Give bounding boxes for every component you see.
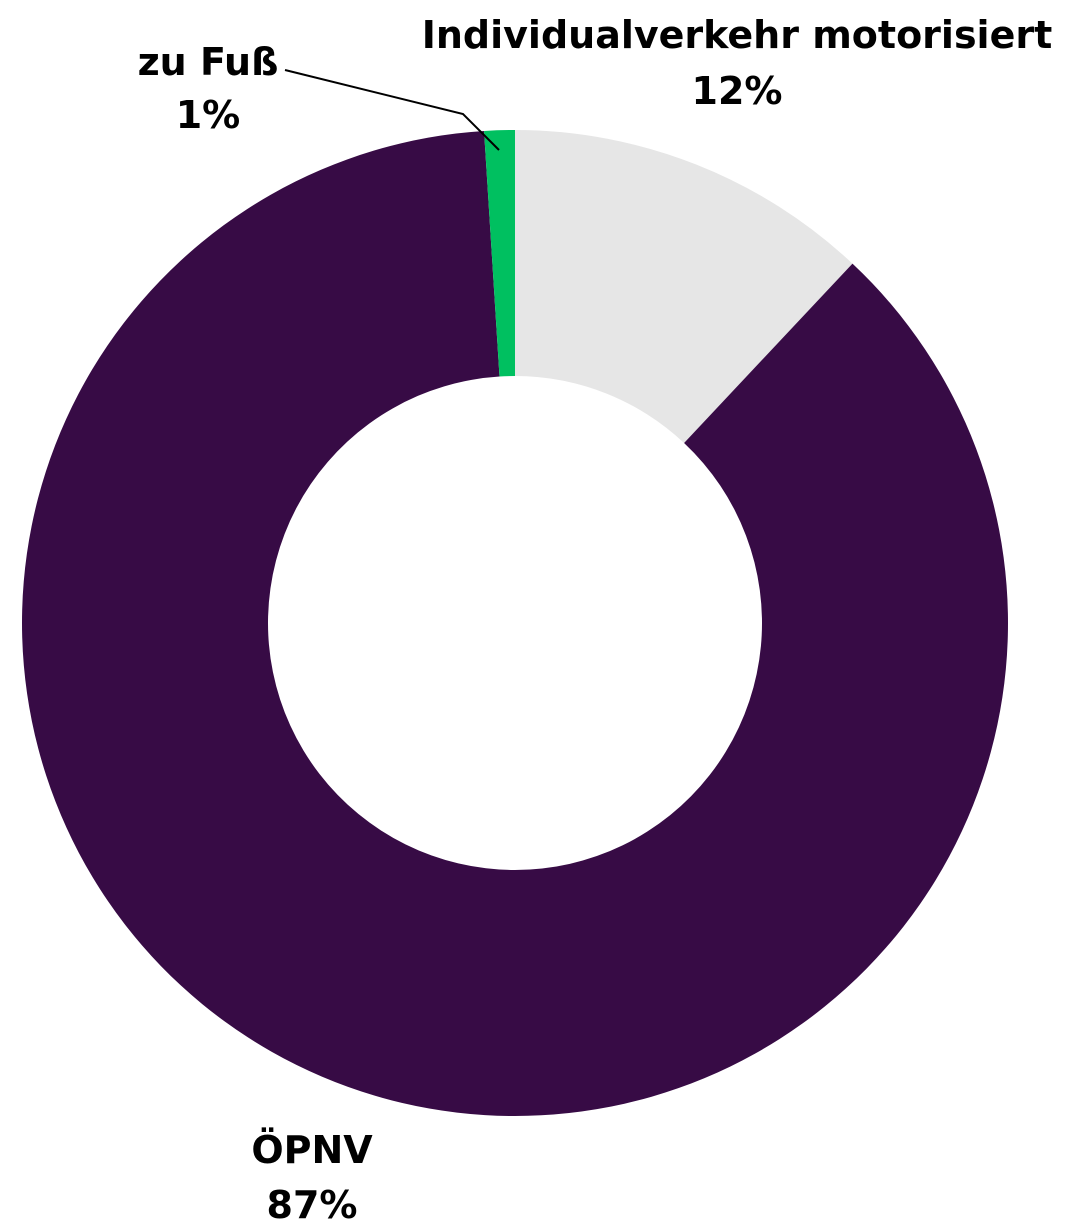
slice-oepnv bbox=[22, 130, 1009, 1116]
slice-label-zu-fuss: zu Fuß bbox=[138, 40, 279, 84]
slice-value-zu-fuss: 1% bbox=[176, 93, 241, 137]
slice-label-oepnv: ÖPNV bbox=[251, 1128, 373, 1172]
leader-line-zu-fuss bbox=[284, 69, 500, 151]
slices bbox=[22, 130, 1009, 1116]
labels: Individualverkehr motorisiert 12% ÖPNV 8… bbox=[138, 13, 1053, 1224]
slice-label-individualverkehr: Individualverkehr motorisiert bbox=[422, 13, 1053, 57]
slice-value-individualverkehr: 12% bbox=[692, 69, 783, 113]
slice-zu-fuss bbox=[484, 130, 515, 377]
slice-value-oepnv: 87% bbox=[267, 1183, 358, 1224]
slice-individualverkehr-motorisiert bbox=[515, 130, 853, 443]
